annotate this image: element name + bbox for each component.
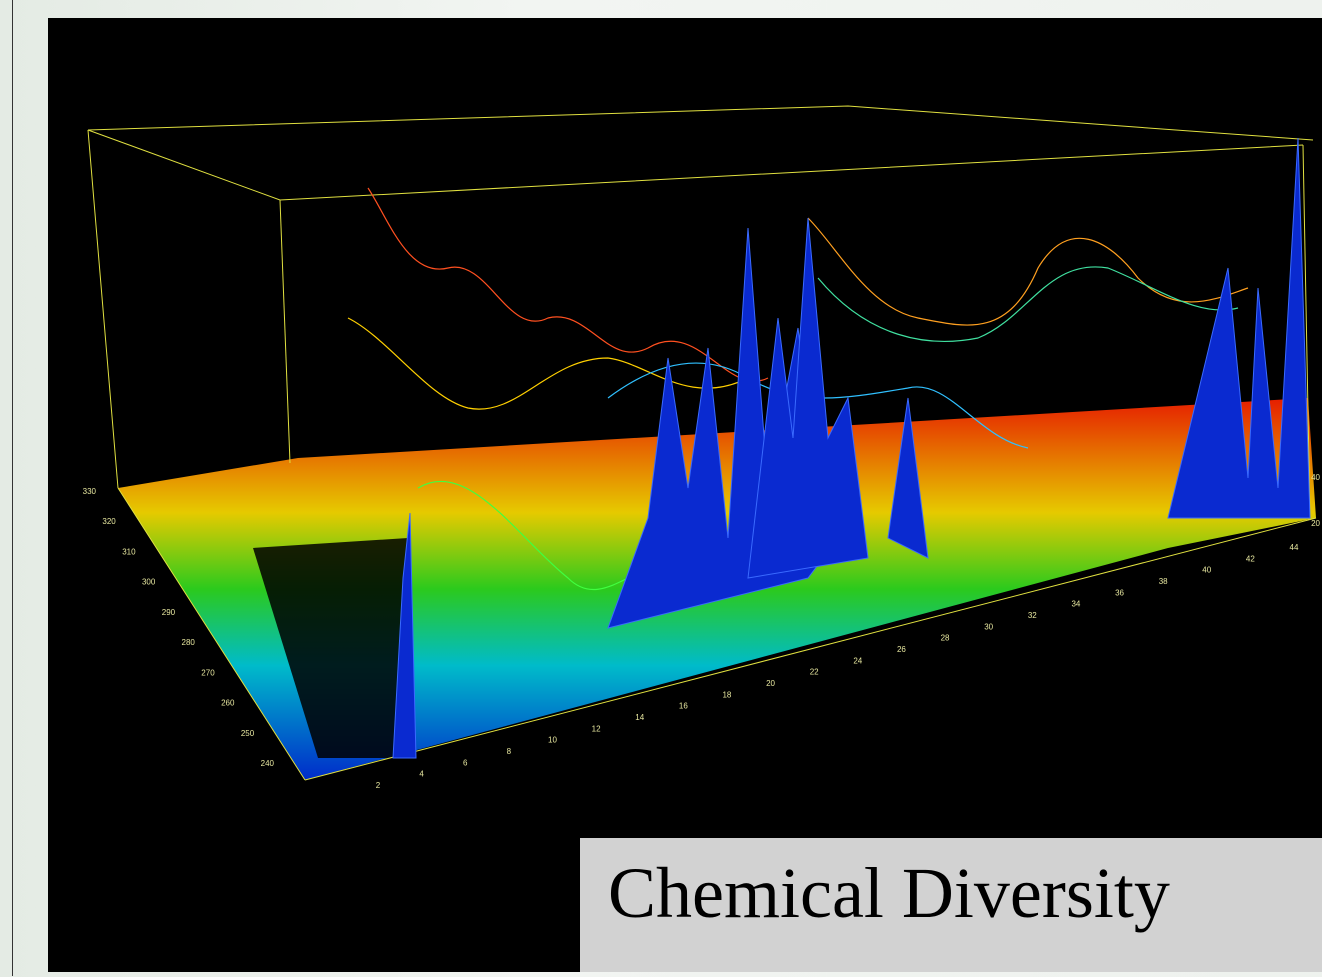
tick-label: 38 <box>1159 577 1168 586</box>
tick-label: 260 <box>221 699 235 708</box>
tick-label: 42 <box>1246 554 1255 563</box>
tick-label: 32 <box>1028 611 1037 620</box>
tick-label: 40 <box>1202 566 1211 575</box>
tick-label: 2 <box>376 781 381 790</box>
tick-label: 330 <box>83 487 97 496</box>
tick-label: 300 <box>142 578 156 587</box>
tick-label: 320 <box>102 517 116 526</box>
tick-label: 34 <box>1071 600 1080 609</box>
tick-label: 240 <box>261 759 275 768</box>
tick-label: 44 <box>1290 543 1299 552</box>
chromatogram-3d: 2402502602702802903003103203302468101214… <box>48 18 1322 972</box>
tick-label: 12 <box>592 724 601 733</box>
tick-label: 310 <box>122 547 136 556</box>
tick-label: 20 <box>766 679 775 688</box>
tick-label: 36 <box>1115 588 1124 597</box>
tick-label: 250 <box>241 729 255 738</box>
tick-label: 20 <box>1311 519 1320 528</box>
slide: 2402502602702802903003103203302468101214… <box>0 0 1322 976</box>
tick-label: 40 <box>1311 473 1320 482</box>
tick-label: 270 <box>201 668 215 677</box>
tick-label: 18 <box>722 690 731 699</box>
tick-label: 8 <box>507 747 512 756</box>
border-line <box>12 0 13 976</box>
caption: Chemical Diversity <box>608 852 1170 935</box>
tick-label: 22 <box>810 668 819 677</box>
tick-label: 6 <box>463 758 468 767</box>
tick-label: 16 <box>679 702 688 711</box>
tick-label: 14 <box>635 713 644 722</box>
tick-label: 30 <box>984 622 993 631</box>
tick-label: 10 <box>548 736 557 745</box>
tick-label: 26 <box>897 645 906 654</box>
tick-label: 28 <box>941 634 950 643</box>
caption-box: Chemical Diversity <box>580 838 1322 972</box>
tick-label: 4 <box>419 770 424 779</box>
tick-label: 24 <box>853 656 862 665</box>
tick-label: 290 <box>162 608 176 617</box>
tick-label: 280 <box>182 638 196 647</box>
